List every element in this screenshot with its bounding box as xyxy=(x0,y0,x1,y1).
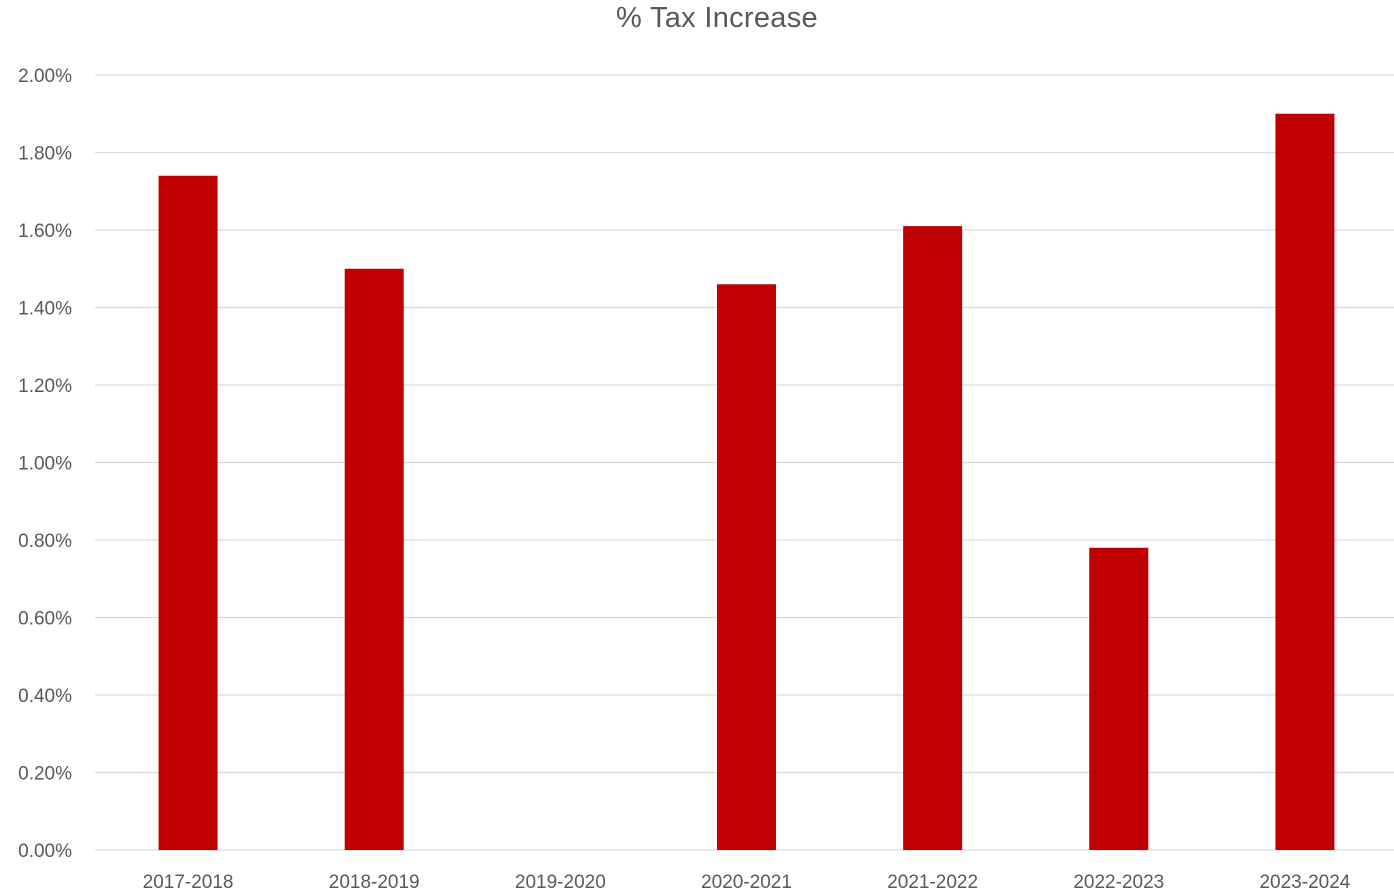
y-tick-label: 0.60% xyxy=(18,609,72,630)
bars xyxy=(158,113,1335,850)
x-tick-label: 2021-2022 xyxy=(887,872,978,893)
y-tick-label: 1.20% xyxy=(18,376,72,397)
y-tick-label: 1.00% xyxy=(18,454,72,475)
x-tick-label: 2018-2019 xyxy=(329,872,420,893)
x-tick-label: 2020-2021 xyxy=(701,872,792,893)
y-tick-label: 1.40% xyxy=(18,299,72,320)
y-axis-tick-labels: 0.00% 0.20% 0.40% 0.60% 0.80% 1.00% 1.20% 1.40%… xyxy=(18,66,72,862)
y-tick-label: 0.80% xyxy=(18,531,72,552)
x-tick-label: 2019-2020 xyxy=(515,872,606,893)
y-tick-label: 0.00% xyxy=(18,841,72,862)
bar-2018-2019 xyxy=(344,268,404,850)
bar-2023-2024 xyxy=(1275,113,1335,850)
chart-title: % Tax Increase xyxy=(616,2,818,34)
bar-2021-2022 xyxy=(903,226,963,850)
y-tick-label: 0.20% xyxy=(18,764,72,785)
x-tick-label: 2017-2018 xyxy=(143,872,234,893)
bar-2017-2018 xyxy=(158,175,218,850)
y-tick-label: 1.60% xyxy=(18,221,72,242)
x-tick-label: 2023-2024 xyxy=(1259,872,1350,893)
bar-2022-2023 xyxy=(1089,547,1149,850)
y-tick-label: 2.00% xyxy=(18,66,72,87)
y-tick-label: 1.80% xyxy=(18,144,72,165)
y-tick-label: 0.40% xyxy=(18,686,72,707)
x-axis-tick-labels: 2017-2018 2018-2019 2019-2020 2020-2021 2021… xyxy=(143,872,1351,893)
bar-2020-2021 xyxy=(717,284,776,850)
x-tick-label: 2022-2023 xyxy=(1073,872,1164,893)
